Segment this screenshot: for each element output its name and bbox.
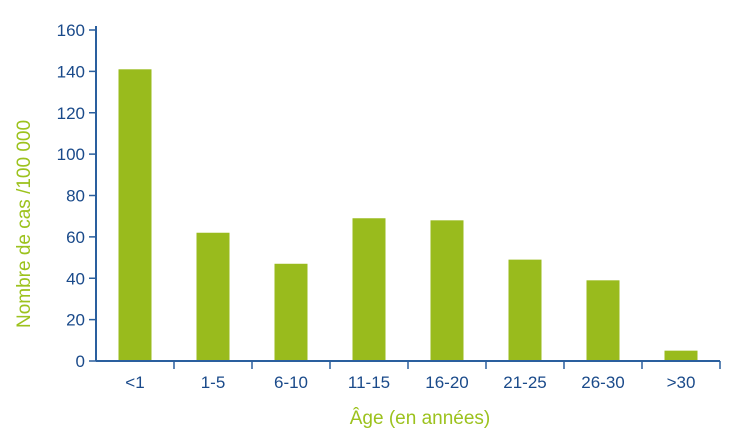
y-axis-title: Nombre de cas /100 000 <box>14 120 35 328</box>
y-tick-label: 20 <box>66 311 85 330</box>
bar <box>508 259 542 361</box>
x-tick-label: 21-25 <box>503 373 546 392</box>
x-tick-label: >30 <box>667 373 696 392</box>
bar <box>352 218 386 361</box>
y-tick-label: 140 <box>57 62 85 81</box>
x-axis-title: Âge (en années) <box>350 407 491 428</box>
x-axis: <1 1-5 6-10 11-15 16-20 21-25 26-30 >30 <box>96 360 721 392</box>
x-tick-label: <1 <box>125 373 144 392</box>
x-tick-label: 1-5 <box>201 373 226 392</box>
bars-group <box>118 69 698 362</box>
bar <box>196 232 230 361</box>
x-tick-label: 6-10 <box>274 373 308 392</box>
y-tick-label: 80 <box>66 187 85 206</box>
y-tick-label: 0 <box>76 352 85 371</box>
bar <box>664 350 698 361</box>
bar <box>586 280 620 361</box>
x-tick-label: 11-15 <box>348 373 390 392</box>
bar <box>118 69 152 362</box>
y-tick-label: 160 <box>57 21 85 40</box>
x-tick-label: 26-30 <box>581 373 624 392</box>
y-tick-label: 120 <box>57 104 85 123</box>
x-tick-label: 16-20 <box>425 373 468 392</box>
y-tick-label: 60 <box>66 228 85 247</box>
y-tick-label: 100 <box>57 145 85 164</box>
y-axis: 0 20 40 60 80 100 120 140 160 <box>57 21 97 371</box>
bar <box>274 263 308 361</box>
bar <box>430 220 464 361</box>
y-tick-label: 40 <box>66 269 85 288</box>
